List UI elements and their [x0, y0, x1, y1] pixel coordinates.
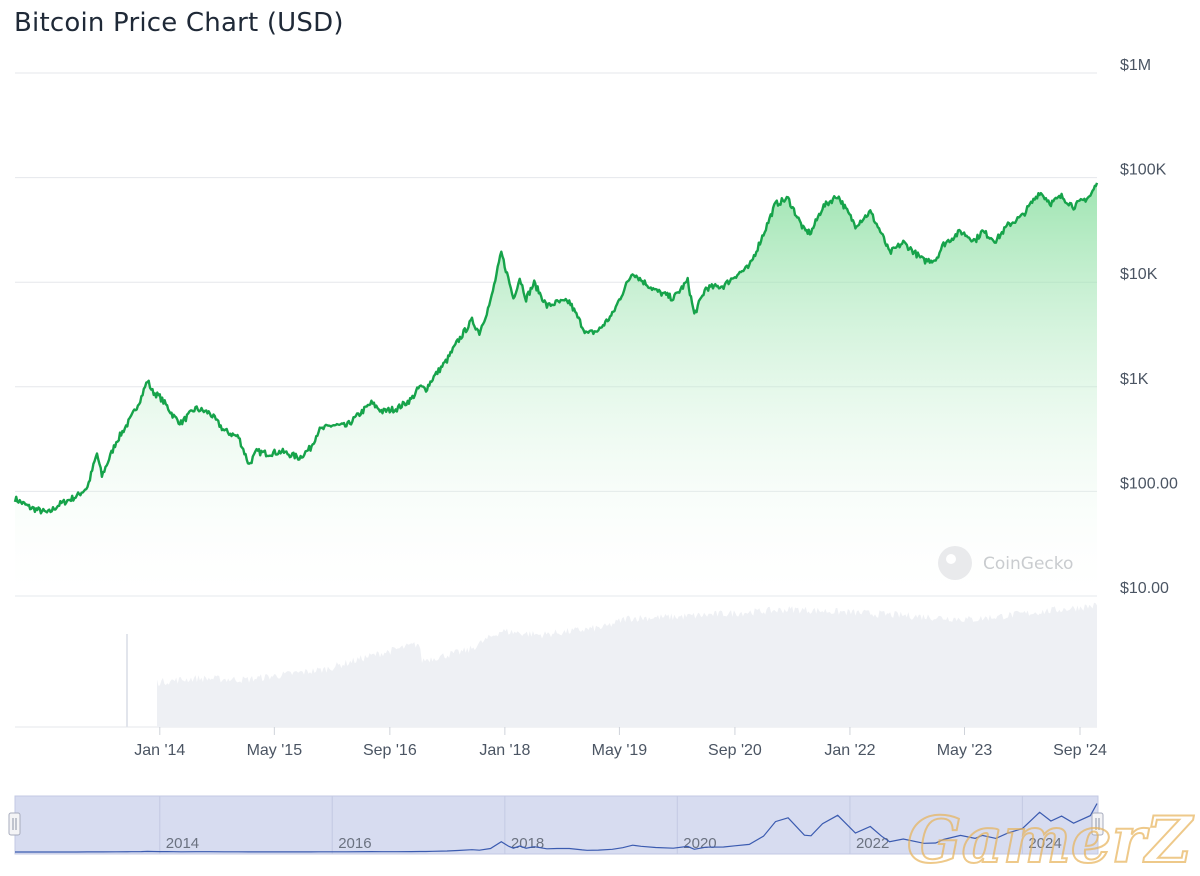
volume-bars [126, 602, 1097, 727]
navigator-selection[interactable] [14, 795, 1099, 855]
navigator-year-label: 2020 [683, 835, 716, 852]
range-navigator[interactable]: 2014 2016 2018 2020 2022 2024 [8, 795, 1104, 855]
y-tick-label: $1M [1120, 57, 1151, 74]
x-axis: Jan '14 May '15 Sep '16 Jan '18 May '19 Sep '… [134, 727, 1107, 759]
y-axis: $1M $100K $10K $1K $100.00 $10.00 [1120, 57, 1178, 597]
x-tick-label: Sep '20 [708, 742, 762, 759]
navigator-year-label: 2024 [1028, 835, 1061, 852]
gamerz-watermark: GamerZ [907, 803, 1194, 876]
x-tick-label: May '15 [247, 742, 303, 759]
navigator-handle-right[interactable] [1091, 812, 1104, 836]
navigator-year-labels: 2014 2016 2018 2020 2022 2024 [166, 835, 1062, 852]
price-area [15, 182, 1097, 597]
volume-area [157, 602, 1097, 727]
chart-title: Bitcoin Price Chart (USD) [14, 8, 344, 38]
navigator-price-line [15, 803, 1098, 853]
y-tick-label: $100.00 [1120, 475, 1178, 492]
navigator-year-label: 2016 [338, 835, 371, 852]
y-tick-label: $10K [1120, 266, 1158, 283]
x-tick-label: Jan '18 [479, 742, 530, 759]
coingecko-logo-eye [946, 554, 956, 564]
y-tick-label: $100K [1120, 162, 1167, 179]
navigator-year-label: 2018 [511, 835, 544, 852]
y-tick-label: $1K [1120, 371, 1149, 388]
y-tick-label: $10.00 [1120, 580, 1169, 597]
watermark-text: CoinGecko [983, 554, 1073, 574]
x-tick-label: Sep '24 [1053, 742, 1107, 759]
x-tick-label: May '23 [937, 742, 993, 759]
coingecko-watermark: CoinGecko [938, 546, 1073, 580]
price-series-line [13, 182, 1099, 515]
x-tick-label: Jan '14 [134, 742, 185, 759]
navigator-year-label: 2022 [856, 835, 889, 852]
coingecko-logo-icon [938, 546, 972, 580]
x-tick-label: May '19 [592, 742, 648, 759]
x-tick-label: Sep '16 [363, 742, 417, 759]
price-line [13, 182, 1099, 515]
price-area-fill [15, 182, 1097, 597]
x-tick-label: Jan '22 [824, 742, 875, 759]
navigator-handle-left[interactable] [8, 812, 21, 836]
navigator-year-label: 2014 [166, 835, 199, 852]
